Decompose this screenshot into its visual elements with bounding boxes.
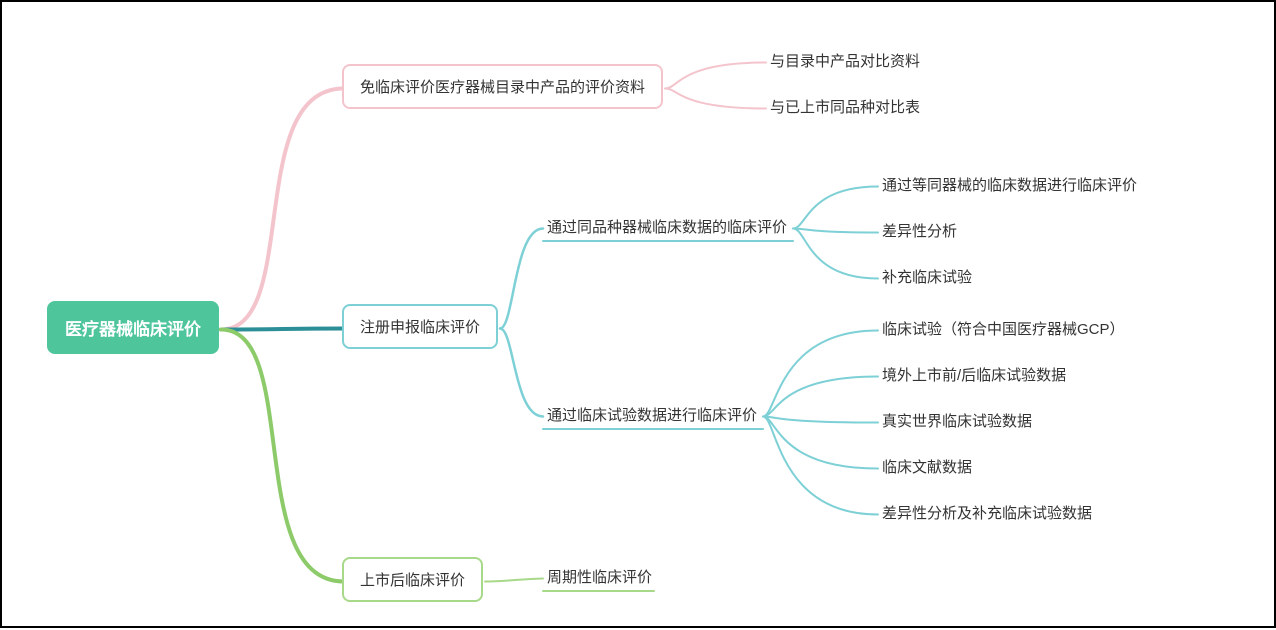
- leaf-diff-supplement-data: 差异性分析及补充临床试验数据: [882, 500, 1092, 525]
- leaf-supplement-trial: 补充临床试验: [882, 264, 972, 289]
- branch-node-exempt-evaluation: 免临床评价医疗器械目录中产品的评价资料: [342, 64, 663, 109]
- leaf-gcp-trial: 临床试验（符合中国医疗器械GCP）: [882, 316, 1125, 341]
- subbranch-same-kind-data: 通过同品种器械临床数据的临床评价: [547, 214, 787, 239]
- root-node: 医疗器械临床评价: [47, 301, 219, 354]
- leaf-literature-data: 临床文献数据: [882, 454, 972, 479]
- branch-node-postmarket-evaluation: 上市后临床评价: [342, 557, 483, 602]
- leaf-periodic-evaluation: 周期性临床评价: [547, 564, 652, 589]
- leaf-difference-analysis: 差异性分析: [882, 218, 957, 243]
- subbranch-clinical-trial-data: 通过临床试验数据进行临床评价: [547, 402, 757, 427]
- leaf-equivalent-device-data: 通过等同器械的临床数据进行临床评价: [882, 172, 1137, 197]
- leaf-overseas-data: 境外上市前/后临床试验数据: [882, 362, 1066, 387]
- branch-node-registration-evaluation: 注册申报临床评价: [342, 304, 498, 349]
- leaf-realworld-data: 真实世界临床试验数据: [882, 408, 1032, 433]
- leaf-marketed-comparison: 与已上市同品种对比表: [770, 94, 920, 119]
- leaf-catalog-comparison: 与目录中产品对比资料: [770, 48, 920, 73]
